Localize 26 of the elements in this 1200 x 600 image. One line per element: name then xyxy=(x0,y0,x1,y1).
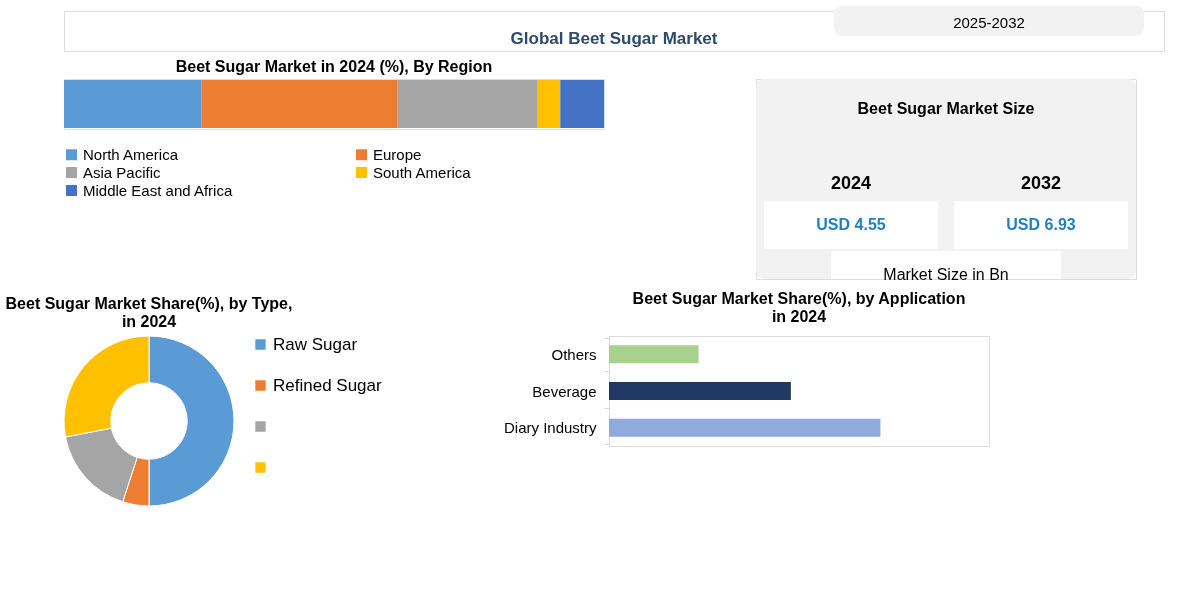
text: Market Size in Bn xyxy=(883,266,1009,283)
chart-title: Beet Sugar Market Share(%), by Application in 2024 xyxy=(632,290,966,325)
y-tick-label: Others xyxy=(551,345,597,363)
y-tick-label: Diary Industry xyxy=(503,419,597,437)
text: Beet Sugar Market Size xyxy=(857,100,1035,117)
bar xyxy=(560,80,604,128)
bar xyxy=(397,80,538,128)
legend-label: Raw Sugar xyxy=(273,334,358,354)
bar xyxy=(201,80,398,128)
legend-label: South America xyxy=(373,163,472,181)
text: Global Beet Sugar Market xyxy=(510,29,718,48)
legend-label: Refined Sugar xyxy=(273,375,383,395)
y-tick-label: Beverage xyxy=(532,382,597,400)
chart-title: Beet Sugar Market Share(%), by Type, in 2024 xyxy=(5,295,293,330)
data-label: USD 4.55 xyxy=(816,216,886,233)
chart-title: Beet Sugar Market in 2024 (%), By Region xyxy=(175,58,493,75)
legend-label: Asia Pacific xyxy=(83,163,162,181)
category-label: 2024 xyxy=(830,173,872,193)
text: 2025-2032 xyxy=(953,14,1025,31)
bar xyxy=(537,80,561,128)
legend-label: North America xyxy=(83,145,179,163)
legend-label: Europe xyxy=(373,145,422,163)
legend-label: Middle East and Africa xyxy=(83,181,233,199)
bar xyxy=(64,80,202,128)
data-label: USD 6.93 xyxy=(1006,216,1076,233)
category-label: 2032 xyxy=(1020,173,1062,193)
